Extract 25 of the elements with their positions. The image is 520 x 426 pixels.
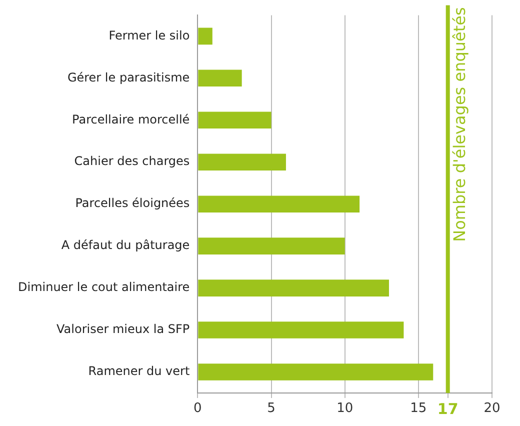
bar xyxy=(198,196,360,212)
x-tick-label: 15 xyxy=(410,401,427,416)
bar xyxy=(198,280,389,296)
bar xyxy=(198,322,404,338)
bar xyxy=(198,154,286,171)
y-tick-label: Fermer le silo xyxy=(108,28,190,42)
ref-line-label: Nombre d'élevages enquêtés xyxy=(450,7,470,242)
y-tick-label: Parcelles éloignées xyxy=(75,196,190,210)
y-tick-label: A défaut du pâturage xyxy=(61,238,190,252)
y-tick-label: Ramener du vert xyxy=(88,364,190,378)
x-tick-label: 10 xyxy=(336,401,354,416)
x-tick-label: 5 xyxy=(267,401,276,416)
bar xyxy=(198,112,272,129)
bar xyxy=(198,364,434,380)
y-tick-label: Gérer le parasitisme xyxy=(67,70,190,84)
x-tick-label: 20 xyxy=(484,401,500,416)
x-tick-label: 17 xyxy=(437,400,458,418)
y-tick-label: Parcellaire morcellé xyxy=(72,112,190,126)
bar xyxy=(198,70,242,87)
y-tick-label: Valoriser mieux la SFP xyxy=(56,322,190,336)
y-tick-label: Cahier des charges xyxy=(74,154,190,168)
bar xyxy=(198,28,212,45)
x-tick-label: 0 xyxy=(194,401,202,416)
bar xyxy=(198,238,345,254)
y-tick-label: Diminuer le cout alimentaire xyxy=(18,280,190,294)
